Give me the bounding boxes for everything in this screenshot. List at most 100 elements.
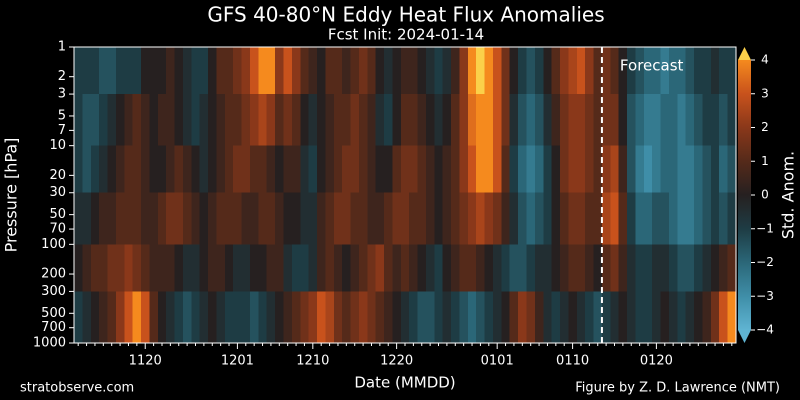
heatmap-cell: [492, 192, 502, 245]
heatmap-cell: [660, 94, 670, 147]
heatmap-cell: [492, 94, 502, 147]
heatmap-cell: [182, 192, 192, 245]
heatmap-cell: [74, 291, 83, 344]
heatmap-cell: [199, 244, 209, 293]
heatmap-cell: [249, 145, 259, 194]
x-tick-label: 1120: [129, 354, 162, 369]
heatmap-cell: [141, 47, 151, 95]
heatmap-cell: [233, 291, 243, 344]
heatmap-cell: [476, 145, 486, 194]
heatmap-cell: [367, 244, 377, 293]
heatmap-cell: [333, 94, 343, 147]
heatmap-cell: [501, 145, 511, 194]
heatmap-cell: [551, 47, 561, 95]
heatmap-cell: [107, 291, 117, 344]
heatmap-cell: [224, 244, 234, 293]
heatmap-cell: [668, 291, 678, 344]
heatmap-cell: [358, 192, 368, 245]
heatmap-cell: [643, 47, 653, 95]
heatmap-cell: [727, 291, 737, 344]
heatmap-cell: [694, 291, 704, 344]
heatmap-cell: [476, 47, 486, 95]
heatmap-cell: [258, 145, 268, 194]
y-tick-label: 1: [58, 40, 66, 55]
heatmap-cell: [459, 145, 469, 194]
heatmap-cell: [74, 94, 83, 147]
heatmap-cell: [417, 145, 427, 194]
heatmap-cell: [568, 145, 578, 194]
heatmap-cell: [233, 192, 243, 245]
x-tick-label: 1201: [221, 354, 254, 369]
heatmap-cell: [333, 244, 343, 293]
heatmap-cell: [727, 192, 737, 245]
heatmap-cell: [543, 94, 553, 147]
heatmap-cell: [560, 192, 570, 245]
heatmap-cell: [300, 291, 310, 344]
heatmap-cell: [627, 145, 637, 194]
heatmap-cell: [191, 192, 201, 245]
heatmap-cell: [652, 94, 662, 147]
heatmap-cell: [157, 94, 167, 147]
heatmap-cell: [149, 291, 159, 344]
heatmap: [74, 47, 737, 344]
y-tick-label: 2: [58, 69, 66, 84]
heatmap-cell: [409, 291, 419, 344]
heatmap-cell: [710, 244, 720, 293]
heatmap-cell: [434, 145, 444, 194]
heatmap-cell: [166, 145, 176, 194]
heatmap-cell: [576, 291, 586, 344]
colorbar-label: Std. Anom.: [779, 151, 798, 239]
heatmap-cell: [568, 47, 578, 95]
heatmap-cell: [300, 94, 310, 147]
heatmap-cell: [208, 47, 218, 95]
heatmap-cell: [627, 244, 637, 293]
heatmap-cell: [467, 94, 477, 147]
heatmap-cell: [182, 291, 192, 344]
heatmap-cell: [266, 47, 276, 95]
heatmap-cell: [283, 47, 293, 95]
heatmap-cell: [132, 94, 142, 147]
heatmap-cell: [627, 192, 637, 245]
heatmap-cell: [702, 244, 712, 293]
heatmap-cell: [300, 192, 310, 245]
heatmap-cell: [216, 192, 226, 245]
heatmap-cell: [157, 145, 167, 194]
heatmap-cell: [610, 145, 620, 194]
heatmap-cell: [685, 192, 695, 245]
heatmap-cell: [333, 47, 343, 95]
heatmap-cell: [392, 94, 402, 147]
colorbar-tick-label: −1: [756, 221, 774, 235]
heatmap-cell: [434, 291, 444, 344]
heatmap-cell: [166, 192, 176, 245]
heatmap-cell: [124, 291, 134, 344]
heatmap-cell: [141, 94, 151, 147]
heatmap-cell: [501, 291, 511, 344]
credit-left: stratobserve.com: [20, 381, 134, 396]
heatmap-cell: [384, 291, 394, 344]
y-tick-label: 1000: [33, 336, 66, 351]
heatmap-cell: [317, 291, 326, 344]
heatmap-cell: [467, 145, 477, 194]
heatmap-cell: [325, 291, 335, 344]
heatmap-cell: [208, 244, 218, 293]
heatmap-cell: [392, 47, 402, 95]
heatmap-cell: [367, 94, 377, 147]
heatmap-cell: [342, 94, 352, 147]
heatmap-cell: [610, 291, 620, 344]
heatmap-cell: [643, 94, 653, 147]
heatmap-cell: [249, 192, 259, 245]
colorbar-tick-label: −2: [756, 255, 774, 269]
heatmap-cell: [484, 244, 494, 293]
heatmap-cell: [694, 192, 704, 245]
colorbar: [738, 60, 751, 330]
heatmap-cell: [208, 192, 218, 245]
heatmap-cell: [149, 94, 159, 147]
heatmap-cell: [141, 291, 151, 344]
y-tick-label: 5: [58, 108, 66, 123]
heatmap-cell: [417, 192, 427, 245]
heatmap-cell: [350, 291, 360, 344]
heatmap-cell: [350, 192, 360, 245]
heatmap-cell: [90, 94, 100, 147]
heatmap-cell: [141, 145, 151, 194]
heatmap-cell: [157, 192, 167, 245]
